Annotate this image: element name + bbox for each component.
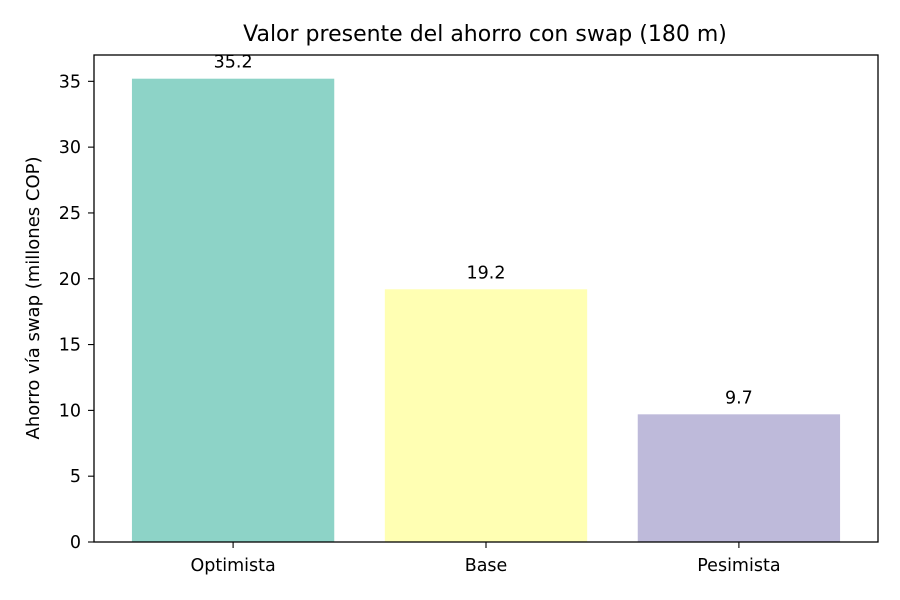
data-label-optimista: 35.2 xyxy=(214,53,253,73)
y-tick-label-25: 25 xyxy=(59,204,81,224)
bar-optimista xyxy=(131,78,335,542)
chart-title: Valor presente del ahorro con swap (180 … xyxy=(243,22,727,47)
bar-base xyxy=(384,289,588,542)
y-tick-label-20: 20 xyxy=(59,270,81,290)
y-axis-label: Ahorro vía swap (millones COP) xyxy=(23,156,44,439)
y-tick-label-30: 30 xyxy=(59,138,81,158)
y-tick-label-15: 15 xyxy=(59,336,81,356)
y-tick-label-10: 10 xyxy=(59,401,81,421)
x-tick-label-base: Base xyxy=(465,556,508,576)
x-tick-label-pesimista: Pesimista xyxy=(697,556,780,576)
y-tick-label-0: 0 xyxy=(70,533,81,553)
plot-area: 35.2 Optimista 19.2 Base 9.7 Pesimista 0 5 10 15 2… xyxy=(59,53,879,576)
y-tick-label-35: 35 xyxy=(59,72,81,92)
plot-frame xyxy=(93,54,879,543)
data-label-base: 19.2 xyxy=(467,263,506,283)
bar-pesimista xyxy=(637,414,841,542)
x-tick-label-optimista: Optimista xyxy=(190,556,275,576)
y-tick-label-5: 5 xyxy=(70,467,81,487)
data-label-pesimista: 9.7 xyxy=(725,388,753,408)
